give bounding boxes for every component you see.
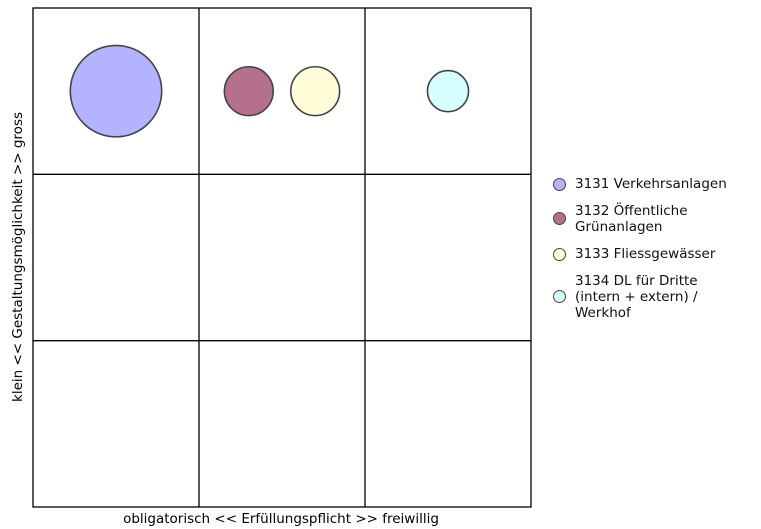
bubble-2 [223,65,275,117]
legend-label: 3132 Öffentliche Grünanlagen [575,203,688,235]
legend-swatch [553,178,566,191]
grid [32,7,532,508]
legend-item: 3132 Öffentliche Grünanlagen [553,203,758,235]
bubble-1 [69,44,163,138]
legend-swatch [553,248,566,261]
plot-frame [32,7,532,508]
x-axis-title: obligatorisch << Erfüllungspflicht >> fr… [123,511,439,527]
legend-item: 3131 Verkehrsanlagen [553,176,758,192]
legend-label: 3133 Fliessgewässer [575,246,716,262]
y-axis-title: klein << Gestaltungsmöglichkeit >> gross [10,112,26,402]
legend-swatch [553,212,566,225]
legend-item: 3133 Fliessgewässer [553,246,758,262]
legend-label: 3134 DL für Dritte (intern + extern) / W… [575,273,698,321]
bubble-4 [426,69,470,113]
legend-item: 3134 DL für Dritte (intern + extern) / W… [553,273,758,321]
legend-label: 3131 Verkehrsanlagen [575,176,727,192]
legend-swatch [553,290,566,303]
legend: 3131 Verkehrsanlagen 3132 Öffentliche Grü… [553,176,758,332]
bubble-3 [289,65,341,117]
bubbles [69,44,470,138]
